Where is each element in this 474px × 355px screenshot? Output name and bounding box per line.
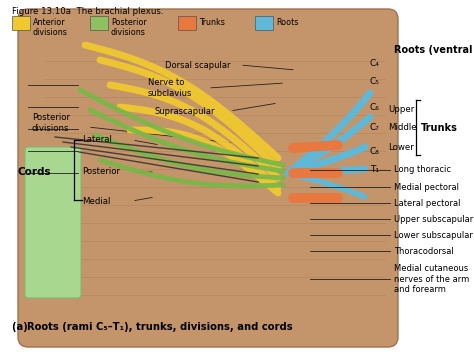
Text: Posterior: Posterior: [82, 168, 120, 176]
Bar: [12, 16, 30, 30]
Text: Posterior
divisions: Posterior divisions: [111, 18, 147, 37]
Text: Roots: Roots: [276, 18, 298, 27]
Text: C₄: C₄: [370, 60, 380, 69]
Text: Middle: Middle: [388, 122, 417, 131]
Text: Lateral pectoral: Lateral pectoral: [394, 198, 461, 208]
Text: Lower subscapular: Lower subscapular: [394, 230, 473, 240]
Text: Anterior
divisions: Anterior divisions: [33, 18, 68, 37]
Text: Upper: Upper: [388, 104, 414, 114]
Bar: [178, 16, 196, 30]
Text: Lower: Lower: [388, 143, 414, 153]
Bar: [90, 16, 108, 30]
Text: Dorsal scapular: Dorsal scapular: [165, 60, 230, 70]
Text: T₁: T₁: [370, 165, 379, 175]
Text: Medial pectoral: Medial pectoral: [394, 182, 459, 191]
Text: Roots (rami C₅–T₁), trunks, divisions, and cords: Roots (rami C₅–T₁), trunks, divisions, a…: [27, 322, 292, 332]
Text: Thoracodorsal: Thoracodorsal: [394, 246, 454, 256]
Text: C₇: C₇: [370, 122, 380, 131]
Text: C₈: C₈: [370, 147, 380, 155]
Text: Long thoracic: Long thoracic: [394, 165, 451, 175]
Text: Posterior
divisions: Posterior divisions: [32, 113, 70, 133]
Text: Roots (ventral rami):: Roots (ventral rami):: [394, 45, 474, 55]
Text: Cords: Cords: [18, 167, 52, 177]
Text: (a): (a): [12, 322, 31, 332]
Text: Upper subscapular: Upper subscapular: [394, 214, 473, 224]
Text: Lateral: Lateral: [82, 136, 112, 144]
Text: Trunks: Trunks: [421, 123, 458, 133]
Text: C₅: C₅: [370, 77, 380, 87]
Text: Nerve to
subclavius: Nerve to subclavius: [148, 78, 192, 98]
Text: Suprascapular: Suprascapular: [155, 106, 216, 115]
Bar: [255, 16, 273, 30]
Text: Medial: Medial: [82, 197, 110, 206]
Text: Medial cutaneous
nerves of the arm
and forearm: Medial cutaneous nerves of the arm and f…: [394, 264, 469, 294]
FancyBboxPatch shape: [18, 9, 398, 347]
FancyBboxPatch shape: [25, 147, 81, 298]
Text: C₆: C₆: [370, 103, 380, 111]
Text: Trunks: Trunks: [199, 18, 225, 27]
Text: Figure 13.10a  The brachial plexus.: Figure 13.10a The brachial plexus.: [12, 7, 164, 16]
